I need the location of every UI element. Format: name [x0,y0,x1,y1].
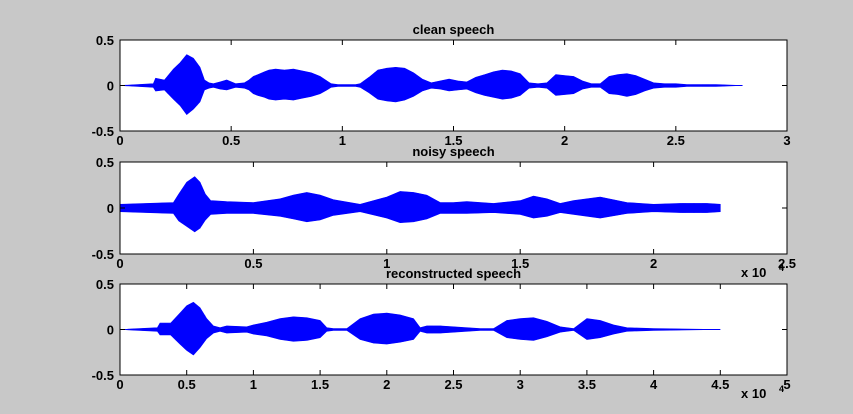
y-tick-label: 0 [107,79,114,94]
waveform-series [119,54,743,116]
y-tick-label: -0.5 [92,247,114,262]
x-tick-label: 1.5 [311,377,329,392]
waveform-samples [121,302,716,355]
x-tick-label: 2.5 [778,256,796,271]
x-tick-label: 4 [650,377,658,392]
waveform-series [119,301,721,356]
subplot-title: noisy speech [412,144,494,159]
x-tick-label: 2.5 [667,133,685,148]
subplot-title: clean speech [413,22,495,37]
x-tick-label: 0 [116,256,123,271]
x-tick-label: 1 [383,256,390,271]
subplot-title: reconstructed speech [386,266,521,281]
y-tick-label: 0.5 [96,277,114,292]
x-tick-label: 2.5 [444,377,462,392]
x-tick-label: 3.5 [578,377,596,392]
x-tick-label: 5 [783,377,790,392]
x-tick-label: 3 [783,133,790,148]
y-tick-label: 0 [107,201,114,216]
x-tick-label: 0 [116,133,123,148]
y-tick-label: -0.5 [92,124,114,139]
waveform-samples [120,55,741,114]
subplot-3: 0 0.5 1 1.5 2 2.5 3 3.5 4 4.5 5-0.500.5reconstruct… [92,266,791,401]
x-tick-label: 4.5 [711,377,729,392]
y-tick-label: -0.5 [92,368,114,383]
x-tick-label: 0.5 [244,256,262,271]
x-tick-label: 2 [383,377,390,392]
x-exponent-power: 4 [779,384,784,394]
x-tick-label: 1.5 [444,133,462,148]
x-tick-label: 0 [116,377,123,392]
x-tick-label: 1 [250,377,257,392]
x-exponent-power: 4 [779,263,784,273]
x-tick-label: 2 [650,256,657,271]
x-tick-label: 0.5 [178,377,196,392]
x-tick-label: 0.5 [222,133,240,148]
y-tick-label: 0.5 [96,33,114,48]
x-exponent-label: x 10 [741,386,766,401]
y-tick-label: 0 [107,323,114,338]
x-tick-label: 1.5 [511,256,529,271]
x-tick-label: 2 [561,133,568,148]
x-tick-label: 1 [339,133,346,148]
x-exponent-label: x 10 [741,265,766,280]
x-tick-label: 3 [517,377,524,392]
y-tick-label: 0.5 [96,155,114,170]
